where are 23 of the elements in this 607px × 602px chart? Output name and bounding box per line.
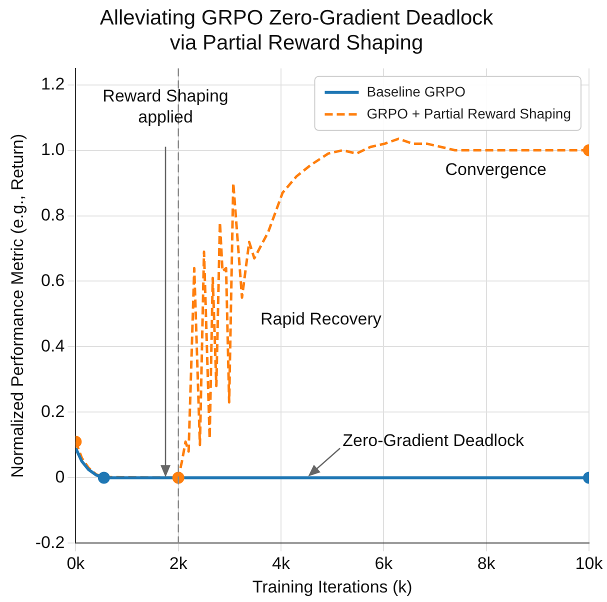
y-tick-label: 0 bbox=[55, 467, 65, 486]
legend-label: GRPO + Partial Reward Shaping bbox=[366, 105, 571, 122]
x-tick-label: 8k bbox=[477, 554, 496, 574]
x-tick-label: 10k bbox=[575, 554, 604, 574]
y-tick-label: 0.4 bbox=[41, 336, 65, 356]
x-tick-label: 0k bbox=[66, 554, 86, 574]
x-tick-label: 2k bbox=[169, 554, 188, 574]
annotation: Convergence bbox=[445, 160, 546, 180]
legend-label: Baseline GRPO bbox=[366, 83, 466, 100]
y-tick-label: 0.8 bbox=[41, 205, 65, 224]
x-tick-label: 4k bbox=[272, 554, 290, 574]
annotation: Zero-Gradient Deadlock bbox=[342, 430, 525, 450]
y-tick-label: 0.6 bbox=[41, 270, 65, 290]
annotation: Reward Shaping applied bbox=[102, 86, 228, 127]
y-tick-label: 1.0 bbox=[41, 140, 65, 159]
x-axis-title: Training Iterations (k) bbox=[252, 577, 412, 596]
y-tick-label: 0.2 bbox=[41, 402, 65, 421]
y-tick-label: 1.2 bbox=[41, 74, 65, 94]
x-tick-label: 6k bbox=[374, 554, 394, 574]
y-axis-title: Normalized Performance Metric (e.g., Return) bbox=[8, 134, 27, 478]
y-tick-label: -0.2 bbox=[35, 532, 65, 552]
chart-title: Alleviating GRPO Zero-Gradient Deadlock via Partial Reward Shaping bbox=[100, 6, 494, 55]
annotation: Rapid Recovery bbox=[260, 310, 382, 329]
